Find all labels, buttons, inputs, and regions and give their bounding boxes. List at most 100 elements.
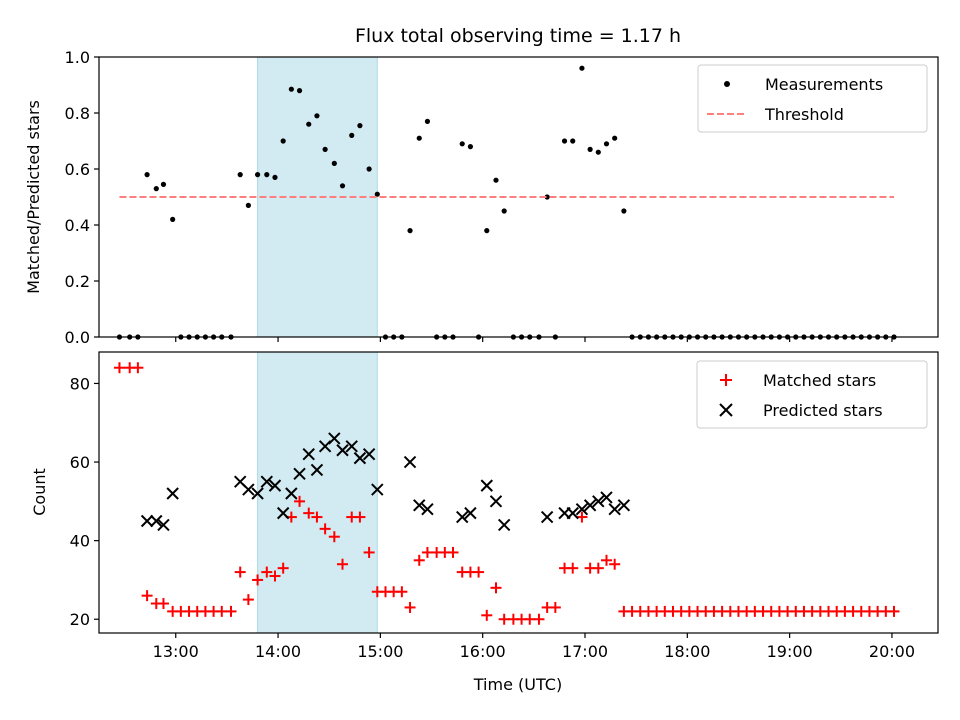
data-point bbox=[533, 613, 545, 625]
marker-stroke bbox=[575, 502, 589, 516]
legend-measurements-label: Measurements bbox=[765, 75, 883, 94]
data-point bbox=[413, 499, 426, 512]
data-point bbox=[595, 149, 601, 155]
data-point bbox=[311, 511, 323, 523]
data-point bbox=[277, 562, 289, 574]
data-point bbox=[331, 160, 337, 166]
marker-stroke bbox=[617, 499, 631, 512]
data-point bbox=[484, 228, 490, 234]
data-point bbox=[150, 514, 163, 528]
data-point bbox=[501, 208, 507, 214]
data-point bbox=[322, 146, 328, 152]
marker-stroke bbox=[268, 479, 282, 492]
data-point bbox=[157, 518, 170, 532]
data-point bbox=[490, 582, 502, 594]
data-point bbox=[216, 605, 228, 617]
marker-stroke bbox=[362, 447, 376, 461]
x-tick-label: 13:00 bbox=[153, 642, 199, 661]
data-point bbox=[480, 479, 493, 492]
data-point bbox=[366, 166, 372, 172]
marker-stroke bbox=[336, 444, 349, 457]
data-point bbox=[268, 479, 282, 492]
top-legend: Measurements Threshold bbox=[697, 64, 928, 133]
data-point bbox=[561, 138, 568, 144]
data-point bbox=[579, 65, 585, 71]
y-tick-label: 1.0 bbox=[65, 48, 90, 67]
data-point bbox=[354, 511, 366, 523]
marker-stroke bbox=[157, 518, 170, 532]
y-tick-label: 0.2 bbox=[65, 272, 90, 291]
data-point bbox=[303, 507, 315, 519]
data-point bbox=[251, 487, 264, 500]
data-point bbox=[252, 574, 264, 586]
x-axis-label: Time (UTC) bbox=[473, 675, 562, 694]
data-point bbox=[540, 510, 554, 524]
marker-stroke bbox=[489, 495, 503, 508]
data-point bbox=[242, 594, 254, 606]
data-point bbox=[421, 502, 434, 516]
top-y-axis-label: Matched/Predicted stars bbox=[24, 100, 43, 294]
data-point bbox=[603, 141, 610, 147]
top-panel: 0.0 0.2 0.4 0.6 0.8 1.0 bbox=[65, 48, 939, 347]
data-point bbox=[339, 183, 346, 189]
marker-stroke bbox=[328, 432, 341, 445]
data-point bbox=[592, 562, 604, 574]
data-point bbox=[459, 141, 465, 147]
marker-stroke bbox=[242, 483, 255, 496]
data-point bbox=[566, 506, 579, 520]
data-point bbox=[157, 598, 169, 610]
data-point bbox=[264, 172, 270, 178]
data-point bbox=[328, 531, 340, 543]
data-point bbox=[403, 455, 417, 469]
data-point bbox=[237, 172, 243, 178]
marker-stroke bbox=[251, 487, 264, 500]
data-point bbox=[310, 463, 324, 477]
data-point bbox=[306, 121, 312, 127]
x-tick-label: 14:00 bbox=[255, 642, 301, 661]
series-matched-stars bbox=[113, 362, 900, 625]
data-point bbox=[245, 202, 251, 208]
data-point bbox=[413, 554, 425, 566]
data-point bbox=[567, 562, 579, 574]
data-point bbox=[276, 506, 290, 520]
data-point bbox=[170, 216, 176, 222]
marker-stroke bbox=[293, 467, 306, 481]
series-predicted-stars bbox=[140, 432, 631, 532]
data-point bbox=[353, 451, 367, 465]
y-tick-label: 80 bbox=[70, 374, 90, 393]
marker-stroke bbox=[566, 506, 579, 520]
y-tick-label: 0.4 bbox=[65, 216, 90, 235]
marker-stroke bbox=[464, 506, 477, 520]
y-tick-label: 60 bbox=[70, 453, 90, 472]
legend-threshold-label: Threshold bbox=[764, 105, 844, 124]
data-point bbox=[302, 447, 315, 461]
marker-stroke bbox=[421, 502, 434, 516]
marker-stroke bbox=[285, 487, 298, 500]
data-point bbox=[524, 613, 536, 625]
data-point bbox=[489, 495, 503, 508]
data-point bbox=[493, 177, 499, 183]
data-point bbox=[160, 181, 167, 187]
marker-stroke bbox=[150, 514, 163, 528]
x-tick-label: 15:00 bbox=[357, 642, 403, 661]
data-point bbox=[544, 194, 550, 200]
data-point bbox=[285, 487, 298, 500]
bottom-panel: 20 40 60 80 13:00 14:00 15:00 16:00 17:00 18:00 19… bbox=[70, 351, 939, 661]
data-point bbox=[570, 138, 576, 144]
legend-matched-label: Matched stars bbox=[763, 371, 876, 390]
data-point bbox=[144, 172, 150, 178]
data-point bbox=[498, 613, 510, 625]
data-point bbox=[621, 208, 627, 214]
data-point bbox=[612, 135, 618, 141]
data-point bbox=[587, 146, 593, 152]
data-point bbox=[447, 546, 459, 558]
marker-stroke bbox=[302, 447, 315, 461]
marker-stroke bbox=[353, 451, 367, 465]
marker-stroke bbox=[592, 495, 605, 508]
x-tick-label: 20:00 bbox=[869, 642, 915, 661]
x-tick-label: 16:00 bbox=[460, 642, 506, 661]
bottom-y-axis-label: Count bbox=[30, 468, 49, 516]
data-point bbox=[314, 113, 320, 119]
shaded-observing-window bbox=[257, 56, 378, 338]
